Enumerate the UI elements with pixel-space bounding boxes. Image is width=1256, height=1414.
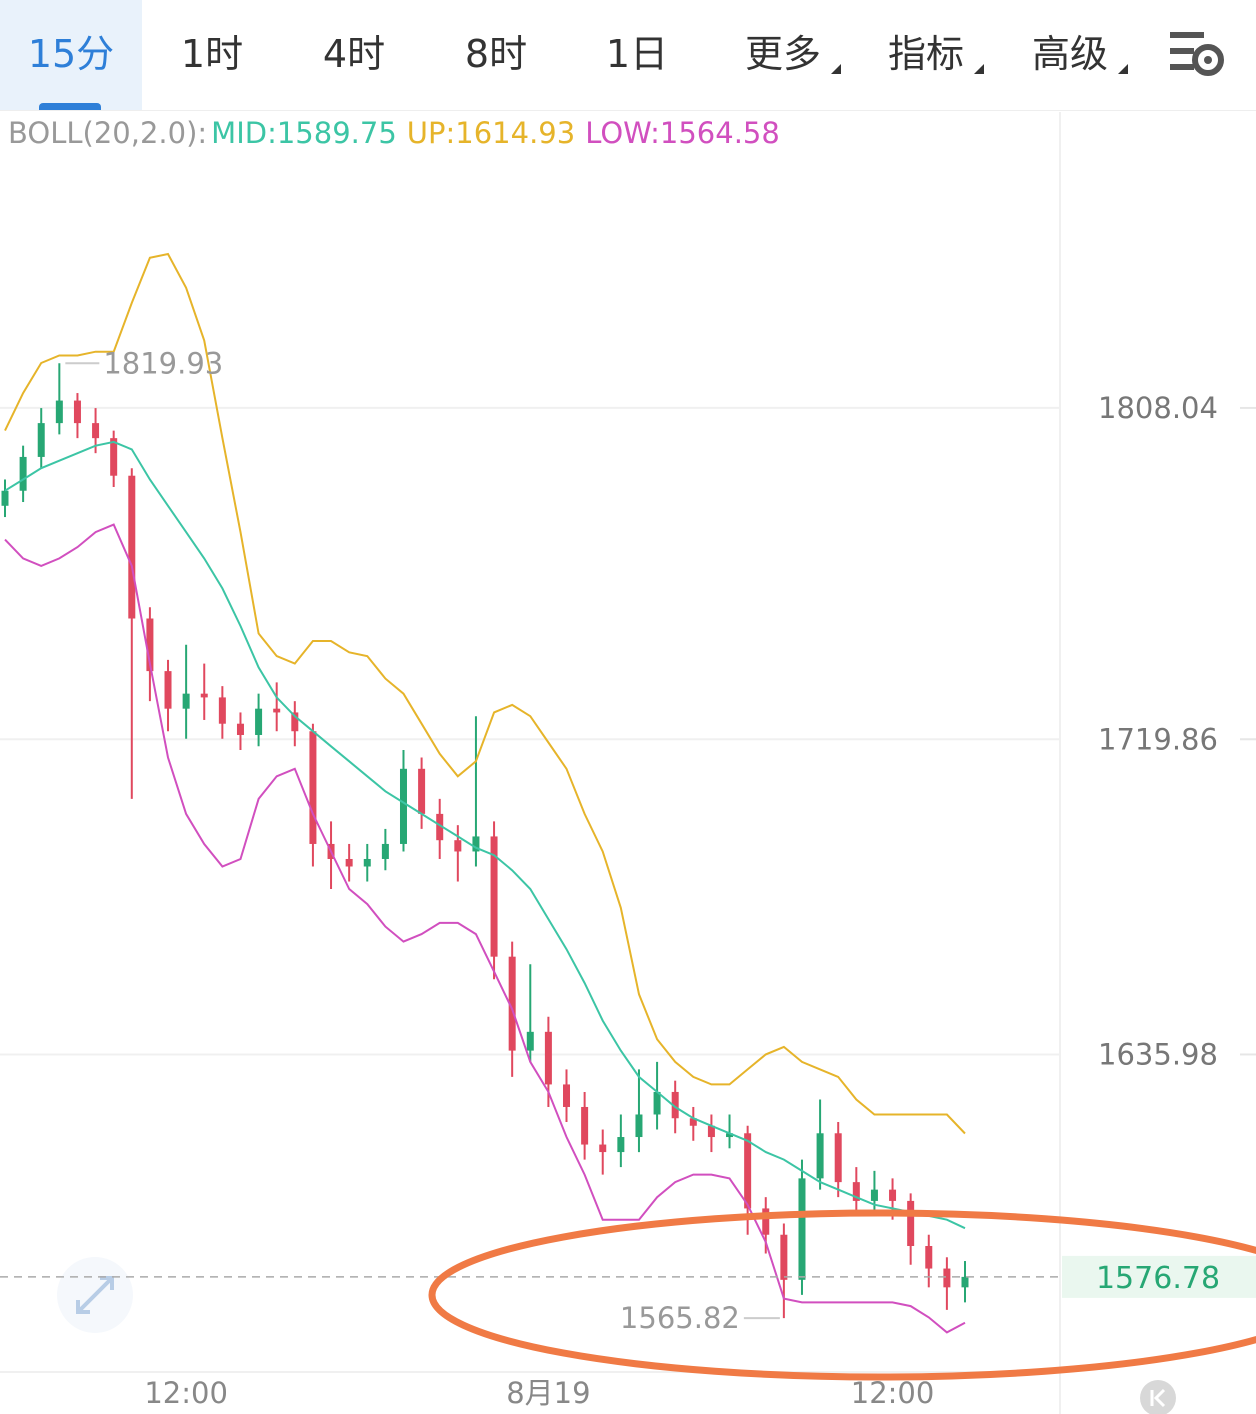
candle-body — [37, 423, 45, 457]
legend-entry: MID:1589.75 — [211, 116, 397, 150]
candle-body — [762, 1208, 770, 1235]
timeframe-tabs: 15分 1时 4时 8时 1日 更多 指标 高级 — [0, 0, 1256, 111]
max-label: 1819.93 — [103, 346, 223, 380]
candle-body — [526, 1031, 534, 1051]
legend-entry: UP:1614.93 — [406, 116, 576, 150]
candle-body — [889, 1189, 897, 1201]
candle-body — [490, 836, 498, 957]
x-tick-label: 8月19 — [506, 1376, 590, 1410]
candle-body — [110, 438, 118, 476]
candle-body — [581, 1106, 589, 1145]
y-tick-label: 1808.04 — [1098, 391, 1218, 425]
candle-body — [255, 708, 263, 735]
candle-body — [599, 1144, 607, 1153]
candle-body — [128, 475, 136, 619]
candle-body — [961, 1276, 969, 1288]
expand-button[interactable] — [57, 1257, 133, 1333]
candle-body — [617, 1137, 625, 1153]
candle-body — [164, 671, 172, 709]
candle-body — [92, 423, 100, 439]
boll-line — [4, 252, 966, 1135]
candle-body — [798, 1178, 806, 1280]
candle-body — [852, 1182, 860, 1201]
timeframe-tab[interactable]: 高级 — [1032, 0, 1129, 110]
candle-body — [925, 1246, 933, 1269]
y-tick-label: 1635.98 — [1098, 1037, 1218, 1071]
timeframe-tab[interactable]: 更多 — [745, 0, 842, 110]
boll-line — [4, 440, 966, 1230]
candle-body — [689, 1118, 697, 1126]
timeframe-tab[interactable]: 1时 — [180, 32, 244, 76]
candle-body — [744, 1133, 752, 1209]
candle-body — [707, 1125, 715, 1138]
candle-body — [200, 693, 208, 698]
candle-body — [381, 843, 389, 859]
min-label: 1565.82 — [620, 1301, 740, 1335]
candle-body — [291, 712, 299, 732]
timeframe-tab[interactable]: 4时 — [322, 32, 386, 76]
candle-body — [726, 1133, 734, 1138]
legend-entry: LOW:1564.58 — [585, 116, 780, 150]
candle-body — [218, 697, 226, 724]
candle-body — [943, 1268, 951, 1288]
timeframe-tab[interactable]: 指标 — [888, 0, 985, 110]
candle-body — [544, 1031, 552, 1085]
settings-icon[interactable] — [1168, 30, 1228, 80]
candle-body — [907, 1200, 915, 1247]
last-price-box — [1062, 1255, 1256, 1298]
timeframe-tab[interactable]: 15分 — [0, 0, 142, 110]
candle-body — [182, 693, 190, 709]
last-price-label: 1576.78 — [1096, 1261, 1220, 1296]
candle-body — [780, 1234, 788, 1280]
timeframe-tab[interactable]: 1日 — [605, 32, 669, 76]
candle-body — [327, 843, 335, 859]
boll-line — [4, 523, 966, 1334]
candle-body — [273, 708, 281, 713]
candle-body — [635, 1114, 643, 1138]
candle-body — [236, 723, 244, 735]
candle-body — [363, 858, 371, 867]
indicator-legend: BOLL(20,2.0): MID:1589.75 UP:1614.93 LOW:15… — [8, 116, 780, 150]
candle-body — [345, 858, 353, 867]
candle-body — [418, 768, 426, 814]
candle-body — [671, 1091, 679, 1119]
candle-body — [454, 840, 462, 852]
indicator-label: BOLL(20,2.0): — [8, 116, 208, 150]
candle-body — [436, 813, 444, 841]
candle-body — [472, 836, 480, 852]
candle-body — [834, 1133, 842, 1183]
candle-body — [653, 1091, 661, 1115]
candle-body — [19, 456, 27, 491]
timeframe-tab[interactable]: 8时 — [464, 32, 528, 76]
x-tick-label: 12:00 — [144, 1376, 228, 1410]
candle-body — [73, 400, 81, 424]
scroll-latest-button[interactable] — [1140, 1380, 1176, 1414]
y-tick-label: 1719.86 — [1098, 722, 1218, 756]
candle-body — [146, 618, 154, 672]
candle-body — [309, 731, 317, 844]
candle-body — [508, 956, 516, 1051]
candle-body — [1, 490, 9, 506]
candle-body — [870, 1189, 878, 1201]
candle-body — [399, 768, 407, 844]
candle-body — [55, 400, 63, 424]
candle-body — [816, 1133, 824, 1179]
candle-body — [563, 1084, 571, 1107]
x-tick-label: 12:00 — [851, 1376, 935, 1410]
